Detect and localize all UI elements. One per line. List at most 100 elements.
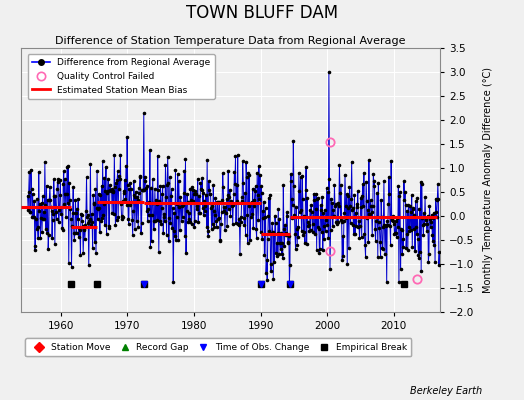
Point	[358, 181, 367, 188]
Point	[213, 199, 222, 205]
Point	[332, 218, 340, 225]
Point	[193, 176, 202, 182]
Point	[300, 228, 309, 235]
Point	[320, 236, 328, 242]
Point	[191, 218, 199, 224]
Point	[63, 164, 71, 170]
Point	[369, 171, 377, 177]
Point	[48, 217, 57, 224]
Point	[156, 217, 164, 224]
Point	[62, 214, 70, 220]
Point	[80, 227, 88, 234]
Point	[241, 190, 249, 196]
Point	[25, 189, 33, 196]
Point	[95, 205, 104, 211]
Point	[394, 183, 402, 190]
Point	[304, 222, 313, 228]
Point	[79, 223, 87, 230]
Point	[375, 225, 384, 231]
Point	[73, 206, 81, 212]
Point	[194, 192, 203, 199]
Point	[227, 198, 235, 204]
Point	[181, 233, 189, 240]
Point	[336, 189, 344, 196]
Point	[92, 204, 101, 211]
Point	[48, 235, 56, 241]
Point	[148, 176, 157, 182]
Point	[208, 203, 216, 210]
Point	[234, 152, 242, 158]
Point	[204, 233, 212, 239]
Point	[62, 191, 71, 197]
Point	[170, 210, 179, 216]
Point	[311, 206, 320, 212]
Point	[88, 218, 96, 225]
Point	[384, 222, 392, 228]
Point	[185, 216, 193, 223]
Point	[268, 220, 276, 226]
Point	[49, 211, 57, 218]
Point	[333, 219, 342, 226]
Point	[36, 201, 44, 207]
Point	[320, 223, 329, 230]
Point	[100, 201, 108, 207]
Point	[304, 219, 312, 226]
Point	[307, 202, 315, 208]
Point	[378, 245, 386, 252]
Point	[41, 159, 49, 165]
Point	[70, 230, 78, 236]
Point	[176, 194, 184, 200]
Point	[225, 194, 234, 200]
Point	[64, 163, 72, 169]
Point	[114, 214, 123, 220]
Point	[435, 262, 443, 268]
Text: TOWN BLUFF DAM: TOWN BLUFF DAM	[186, 4, 338, 22]
Point	[102, 164, 110, 170]
Point	[136, 174, 145, 180]
Point	[84, 262, 93, 268]
Point	[90, 200, 99, 206]
Point	[187, 197, 195, 203]
Point	[261, 214, 269, 220]
Point	[151, 218, 160, 225]
Point	[172, 237, 180, 243]
Point	[302, 240, 311, 247]
Point	[111, 222, 119, 228]
Point	[184, 210, 193, 216]
Point	[224, 168, 233, 174]
Point	[230, 191, 238, 198]
Point	[352, 222, 361, 229]
Point	[168, 225, 176, 231]
Point	[46, 197, 54, 203]
Point	[199, 205, 207, 211]
Point	[362, 178, 370, 185]
Point	[63, 200, 72, 206]
Point	[344, 193, 353, 199]
Point	[210, 224, 219, 230]
Point	[272, 240, 281, 246]
Point	[130, 226, 139, 232]
Point	[389, 212, 398, 219]
Point	[291, 231, 299, 237]
Point	[228, 221, 237, 227]
Point	[355, 218, 363, 224]
Point	[383, 278, 391, 285]
Point	[231, 153, 239, 159]
Point	[413, 195, 421, 202]
Point	[44, 246, 52, 253]
Title: Difference of Station Temperature Data from Regional Average: Difference of Station Temperature Data f…	[56, 36, 406, 46]
Point	[81, 236, 89, 242]
Point	[86, 216, 94, 223]
Point	[201, 203, 210, 209]
Point	[374, 180, 383, 186]
Point	[413, 236, 422, 242]
Point	[361, 242, 369, 248]
Point	[346, 203, 354, 209]
Point	[189, 186, 198, 193]
Point	[405, 224, 413, 231]
Point	[31, 243, 40, 249]
Point	[416, 249, 424, 255]
Point	[270, 258, 279, 265]
Point	[52, 209, 60, 215]
Point	[242, 232, 250, 238]
